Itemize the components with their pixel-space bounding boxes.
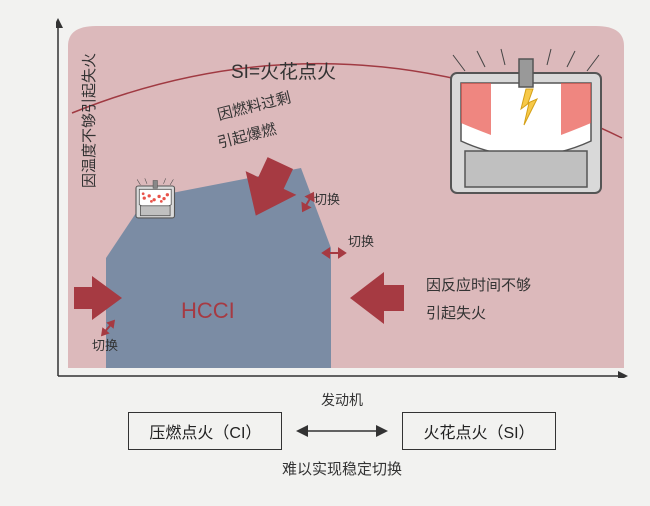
y-axis-arrowhead bbox=[56, 18, 63, 28]
chart-area: SI=火花点火 因温度不够引起失火 因燃料过剩 引起爆燃 切换 切换 切换 HC… bbox=[56, 18, 628, 378]
ci-mode-box: 压燃点火（CI） bbox=[128, 412, 282, 450]
mode-switch-row: 压燃点火（CI） 火花点火（SI） bbox=[56, 412, 628, 450]
x-axis-label: 发动机 bbox=[56, 390, 628, 410]
x-axis-arrowhead bbox=[618, 371, 628, 378]
double-arrow-icon bbox=[296, 422, 388, 440]
switch-label-top: 切换 bbox=[314, 192, 340, 207]
bottom-caption: 难以实现稳定切换 bbox=[56, 458, 628, 479]
si-label: SI=火花点火 bbox=[231, 61, 336, 83]
annot-right-line2: 引起失火 bbox=[426, 305, 486, 322]
hcci-label: HCCI bbox=[181, 298, 235, 323]
switch-label-right: 切换 bbox=[348, 234, 374, 249]
si-mode-box: 火花点火（SI） bbox=[402, 412, 555, 450]
annot-left-vertical: 因温度不够引起失火 bbox=[81, 53, 98, 188]
switch-label-left: 切换 bbox=[92, 338, 118, 353]
annot-right-line1: 因反应时间不够 bbox=[426, 276, 531, 294]
